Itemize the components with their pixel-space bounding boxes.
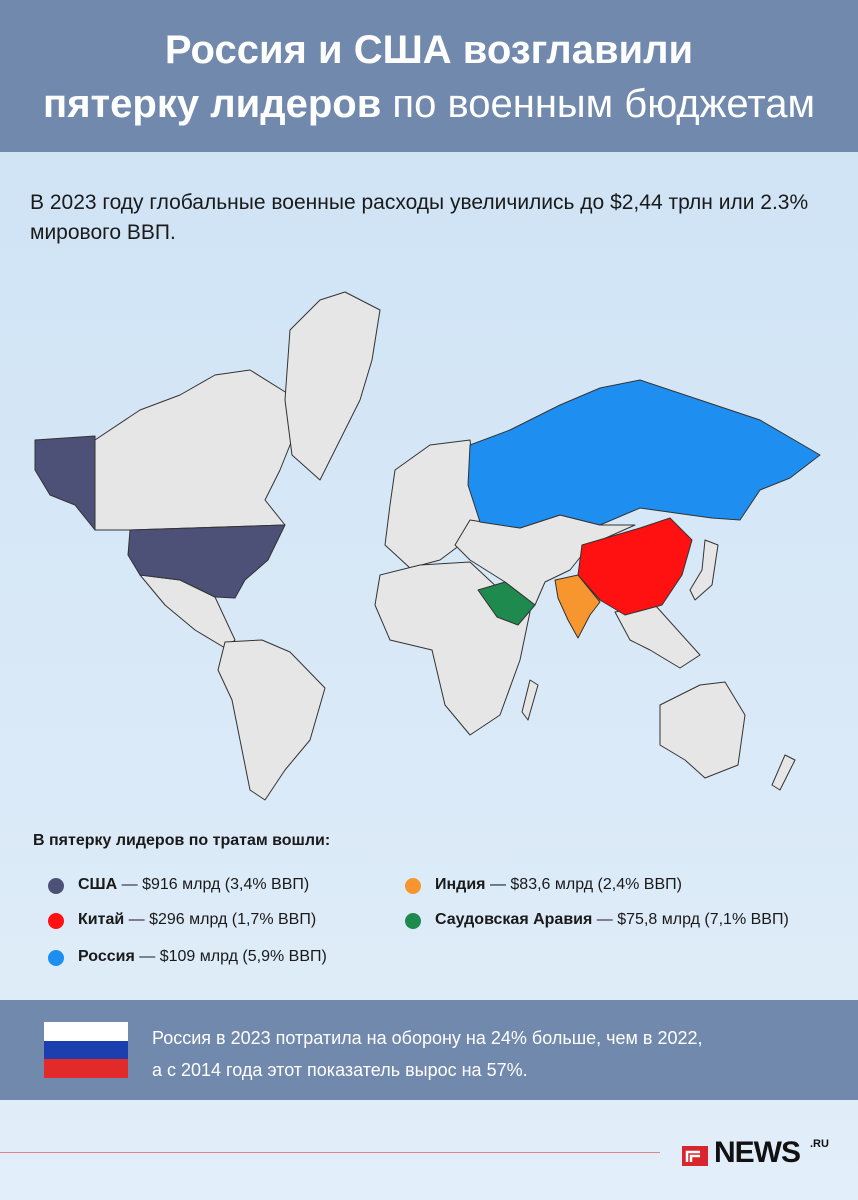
legend-text: Китай — $296 млрд (1,7% ВВП)	[78, 911, 316, 929]
legend-country: США	[78, 876, 118, 893]
legend-detail: — $296 млрд (1,7% ВВП)	[128, 911, 317, 928]
legend-country: Саудовская Аравия	[435, 911, 593, 928]
title-bold: пятерку лидеров	[43, 82, 382, 126]
country-china	[577, 517, 693, 616]
australia	[659, 681, 746, 779]
legend-dot	[48, 950, 64, 966]
legend-detail: — $916 млрд (3,4% ВВП)	[121, 876, 310, 893]
logo-icon	[682, 1146, 708, 1166]
legend-detail: — $83,6 млрд (2,4% ВВП)	[489, 876, 682, 893]
note-band: Россия в 2023 потратила на оборону на 24…	[0, 1000, 858, 1100]
country-saudi-arabia	[477, 581, 536, 626]
subtitle: В 2023 году глобальные военные расходы у…	[30, 191, 809, 244]
title-line1: Россия и США возглавили	[164, 28, 694, 72]
madagascar	[521, 679, 539, 721]
legend-heading: В пятерку лидеров по тратам вошли:	[33, 832, 331, 849]
legend-dot	[405, 913, 421, 929]
new-zealand	[771, 754, 796, 791]
legend-text: США — $916 млрд (3,4% ВВП)	[78, 876, 309, 894]
divider	[0, 1152, 660, 1153]
legend-country: Индия	[435, 876, 486, 893]
legend-detail: — $75,8 млрд (7,1% ВВП)	[596, 911, 789, 928]
legend-country: Китай	[78, 911, 125, 928]
legend-detail: — $109 млрд (5,9% ВВП)	[139, 948, 327, 965]
legend-country: Россия	[78, 948, 135, 965]
legend-text: Саудовская Аравия — $75,8 млрд (7,1% ВВП…	[435, 911, 789, 929]
note-line2: а с 2014 года этот показатель вырос на 5…	[152, 1060, 528, 1080]
country-usa	[127, 524, 286, 599]
legend-text: Индия — $83,6 млрд (2,4% ВВП)	[435, 876, 682, 894]
country-russia	[467, 379, 821, 529]
legend-dot	[48, 878, 64, 894]
japan	[689, 539, 719, 601]
greenland	[284, 291, 381, 481]
country-usa-alaska	[34, 435, 96, 531]
europe	[384, 439, 481, 569]
title-line2: пятерку лидеров по военным бюджетам	[0, 82, 858, 127]
russian-flag	[44, 1022, 128, 1078]
world-map	[34, 291, 821, 801]
legend-text: Россия — $109 млрд (5,9% ВВП)	[78, 948, 327, 966]
south-america	[217, 639, 326, 801]
canada	[94, 369, 301, 531]
country-india	[554, 574, 601, 639]
legend-dot	[405, 878, 421, 894]
title-light: по военным бюджетам	[392, 82, 815, 126]
note-line1: Россия в 2023 потратила на оборону на 24…	[152, 1028, 703, 1048]
header: Россия и США возглавили пятерку лидеров …	[0, 0, 858, 152]
logo-name: NEWS	[714, 1136, 801, 1169]
legend-dot	[48, 913, 64, 929]
note: Россия в 2023 потратила на оборону на 24…	[152, 1022, 703, 1086]
logo-suffix: .RU	[810, 1138, 829, 1150]
